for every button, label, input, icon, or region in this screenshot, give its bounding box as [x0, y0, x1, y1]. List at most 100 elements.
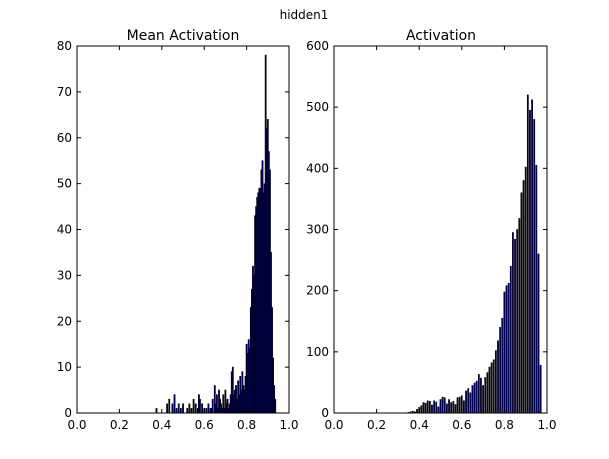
- histogram-bar: [458, 396, 461, 414]
- x-tick-label: 0.0: [324, 418, 343, 432]
- histogram-bar: [526, 94, 529, 414]
- histogram-bar: [471, 385, 474, 414]
- y-tick-label: 400: [306, 161, 329, 175]
- figure-suptitle: hidden1: [280, 8, 329, 22]
- histogram-bar: [529, 109, 531, 414]
- x-ticks: 0.0 0.2 0.4 0.6 0.8 1.0: [67, 46, 299, 432]
- histogram-bar: [190, 408, 193, 414]
- histogram-bar: [490, 362, 493, 414]
- histogram-bar: [155, 408, 158, 414]
- histogram-bar: [450, 402, 453, 414]
- histogram-bar: [173, 394, 176, 414]
- y-tick-label: 600: [306, 39, 329, 53]
- histogram-bar: [192, 398, 195, 414]
- y-tick-label: 500: [306, 100, 329, 114]
- histogram-bar: [182, 403, 184, 414]
- histogram-bar: [199, 398, 201, 414]
- histogram-bar: [454, 404, 457, 414]
- histogram-bar: [520, 192, 523, 414]
- x-tick-label: 1.0: [279, 418, 298, 432]
- histogram-bar: [477, 374, 480, 414]
- subplot-title: Activation: [406, 28, 476, 44]
- subplot-title: Mean Activation: [127, 28, 240, 44]
- histogram-bar: [274, 398, 277, 414]
- y-tick-label: 80: [57, 39, 72, 53]
- histogram-bar: [516, 229, 519, 414]
- y-tick-label: 200: [306, 284, 329, 298]
- histogram-bar: [494, 350, 497, 414]
- histogram-bar: [509, 265, 512, 414]
- histogram-bar: [537, 253, 540, 414]
- histogram-bar: [445, 403, 448, 414]
- histogram-bar: [207, 403, 210, 414]
- histogram-bar: [179, 408, 182, 414]
- histogram-bar: [475, 380, 478, 414]
- y-ticks: 0 10 20 30 40 50 60 70 80: [57, 39, 289, 420]
- histogram-bar: [539, 364, 542, 414]
- histogram-bar: [486, 372, 489, 414]
- y-tick-label: 10: [57, 360, 72, 374]
- histogram-bar: [437, 406, 440, 414]
- histogram-bar: [488, 366, 491, 414]
- histogram-bar: [194, 403, 197, 414]
- histogram-bar: [205, 408, 208, 414]
- histogram-bar: [441, 396, 444, 414]
- y-tick-label: 0: [321, 406, 329, 420]
- histogram-bar: [443, 397, 446, 414]
- histogram-bar: [211, 398, 214, 414]
- histogram-bar: [416, 409, 418, 414]
- y-tick-label: 20: [57, 314, 72, 328]
- histogram-bar: [166, 403, 169, 414]
- histogram-bar: [501, 317, 504, 414]
- histogram-bar: [448, 399, 450, 414]
- histogram-bar: [512, 232, 514, 414]
- bars-group: [155, 54, 277, 414]
- histogram-bar: [201, 403, 203, 414]
- histogram-bar: [428, 401, 431, 414]
- histogram-bar: [186, 408, 189, 414]
- y-tick-label: 60: [57, 131, 72, 145]
- x-tick-label: 0.2: [367, 418, 386, 432]
- histogram-bar: [463, 400, 465, 414]
- histogram-bar: [533, 119, 536, 414]
- histogram-bar: [503, 291, 506, 414]
- histogram-bar: [426, 400, 429, 414]
- x-ticks: 0.0 0.2 0.4 0.6 0.8 1.0: [324, 46, 557, 432]
- x-tick-label: 0.6: [195, 418, 214, 432]
- x-tick-label: 0.6: [452, 418, 471, 432]
- histogram-bar: [177, 403, 180, 414]
- histogram-bar: [505, 285, 508, 414]
- y-tick-label: 50: [57, 177, 72, 191]
- x-tick-label: 0.4: [410, 418, 429, 432]
- histogram-bar: [439, 399, 442, 414]
- histogram-bar: [452, 401, 455, 414]
- histogram-bar: [435, 401, 438, 414]
- y-tick-label: 100: [306, 345, 329, 359]
- y-tick-label: 0: [64, 406, 72, 420]
- histogram-bar: [175, 408, 178, 414]
- histogram-bar: [531, 99, 533, 414]
- histogram-bar: [188, 403, 191, 414]
- histogram-bar: [465, 390, 467, 414]
- histogram-bar: [422, 402, 425, 414]
- histogram-bar: [507, 283, 510, 414]
- histogram-bar: [492, 359, 495, 414]
- y-tick-label: 40: [57, 223, 72, 237]
- y-tick-label: 30: [57, 268, 72, 282]
- y-tick-label: 70: [57, 85, 72, 99]
- histogram-bar: [482, 385, 485, 414]
- histogram-bar: [431, 404, 433, 414]
- histogram-bar: [499, 327, 502, 414]
- subplot-mean-activation: Mean Activation 0.0 0.2 0.4 0.6 0.8 1.0 0 10 20…: [57, 28, 299, 432]
- histogram-bar: [524, 166, 527, 414]
- histogram-bar: [514, 238, 516, 414]
- x-tick-label: 0.0: [67, 418, 86, 432]
- bars-group: [407, 94, 542, 414]
- histogram-bar: [469, 392, 472, 414]
- x-tick-label: 0.2: [110, 418, 129, 432]
- histogram-bar: [473, 382, 476, 414]
- histogram-bar: [433, 400, 436, 414]
- x-tick-label: 1.0: [537, 418, 556, 432]
- x-tick-label: 0.8: [495, 418, 514, 432]
